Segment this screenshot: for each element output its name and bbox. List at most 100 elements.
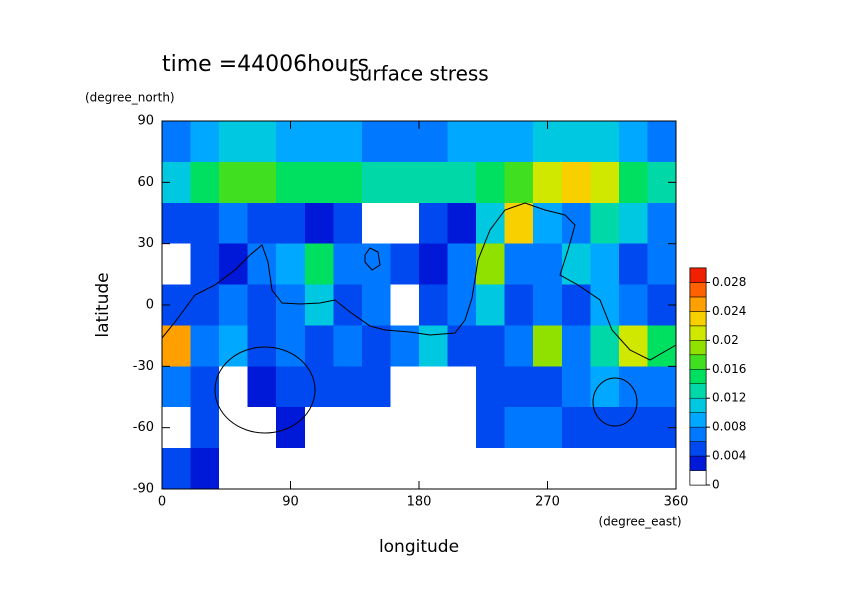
x-tick-label: 0	[158, 495, 166, 510]
cell	[219, 284, 248, 326]
x-tick-label: 90	[282, 495, 299, 510]
chart-subtitle: time =44006hours	[162, 52, 369, 77]
cell	[447, 243, 477, 285]
cell	[618, 161, 648, 203]
colorbar-box	[689, 267, 707, 283]
x-tick-label: 270	[535, 495, 560, 510]
cell	[190, 325, 220, 367]
cell	[190, 366, 220, 408]
cell	[590, 448, 619, 489]
cell	[533, 325, 562, 367]
cell	[590, 284, 619, 326]
cell	[304, 121, 334, 162]
cell	[561, 161, 591, 203]
colorbar-tick-label: 0.016	[712, 362, 746, 376]
cell	[390, 448, 419, 489]
cell	[647, 121, 676, 162]
cell	[276, 202, 305, 244]
cell	[504, 325, 534, 367]
cell	[419, 448, 448, 489]
colorbar-tick-label: 0.02	[712, 333, 739, 347]
cell	[476, 366, 505, 408]
cell	[333, 366, 362, 408]
cell	[533, 284, 562, 326]
cell	[247, 202, 277, 244]
colorbar-tick-label: 0.028	[712, 275, 746, 289]
cell	[618, 448, 648, 489]
colorbar-box	[689, 470, 707, 486]
cell	[361, 366, 391, 408]
cell	[390, 243, 419, 285]
cell	[304, 243, 334, 285]
cell	[190, 202, 220, 244]
cell	[533, 407, 562, 449]
cell	[590, 325, 619, 367]
y-axis-label: latitude	[93, 272, 113, 337]
cell	[533, 161, 562, 203]
field	[162, 121, 676, 489]
cell	[447, 121, 477, 162]
cell	[618, 407, 648, 449]
cell	[361, 121, 391, 162]
cell	[190, 407, 220, 449]
cell	[476, 325, 505, 367]
cell	[447, 407, 477, 449]
cell	[504, 161, 534, 203]
colorbar-box	[689, 340, 707, 356]
cell	[333, 202, 362, 244]
cell	[361, 161, 391, 203]
cell	[190, 448, 220, 489]
cell	[162, 243, 191, 285]
colorbar-box	[689, 282, 707, 298]
cell	[476, 121, 505, 162]
cell	[219, 325, 248, 367]
cell	[561, 366, 591, 408]
cell	[590, 161, 619, 203]
cell	[561, 407, 591, 449]
colorbar-box	[689, 354, 707, 370]
cell	[390, 284, 419, 326]
cell	[276, 161, 305, 203]
cell	[333, 284, 362, 326]
x-unit: (degree_east)	[598, 515, 681, 529]
cell	[419, 325, 448, 367]
colorbar-box	[689, 397, 707, 413]
cell	[533, 243, 562, 285]
cell	[419, 284, 448, 326]
cell	[333, 243, 362, 285]
cell	[590, 202, 619, 244]
cell	[190, 284, 220, 326]
cell	[561, 325, 591, 367]
colorbar-tick-label: 0.012	[712, 391, 746, 405]
cell	[476, 407, 505, 449]
cell	[333, 325, 362, 367]
cell	[618, 325, 648, 367]
cell	[419, 407, 448, 449]
cell	[504, 407, 534, 449]
cell	[276, 284, 305, 326]
cell	[247, 407, 277, 449]
y-unit: (degree_north)	[85, 91, 175, 105]
cell	[647, 366, 676, 408]
cell	[390, 121, 419, 162]
cell	[247, 284, 277, 326]
cell	[219, 202, 248, 244]
cell	[647, 243, 676, 285]
cell	[647, 448, 676, 489]
cell	[247, 325, 277, 367]
x-axis-label: longitude	[379, 537, 459, 557]
colorbar-box	[689, 426, 707, 442]
cell	[561, 121, 591, 162]
cell	[618, 366, 648, 408]
cell	[247, 448, 277, 489]
cell	[419, 121, 448, 162]
colorbar-box	[689, 383, 707, 399]
cell	[419, 161, 448, 203]
cell	[590, 121, 619, 162]
cell	[504, 243, 534, 285]
x-tick-label: 180	[407, 495, 432, 510]
y-tick-label: -90	[133, 482, 154, 497]
cell	[590, 243, 619, 285]
cell	[333, 121, 362, 162]
cell	[304, 407, 334, 449]
